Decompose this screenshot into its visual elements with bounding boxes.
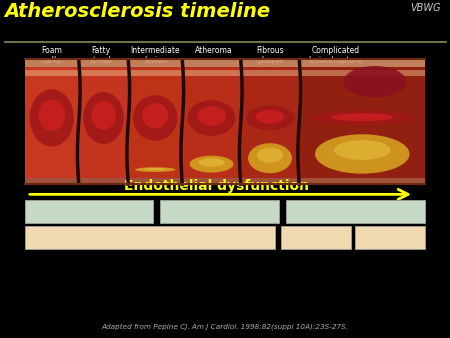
- Ellipse shape: [256, 110, 284, 123]
- Bar: [160, 200, 279, 223]
- Bar: [182, 67, 241, 178]
- Text: Growth mainly by lipid accumulation: Growth mainly by lipid accumulation: [67, 233, 233, 242]
- Ellipse shape: [198, 158, 225, 167]
- Bar: [286, 200, 425, 223]
- Bar: [25, 59, 425, 184]
- Text: Intermediate
lesion: Intermediate lesion: [130, 46, 180, 65]
- Ellipse shape: [142, 103, 169, 128]
- Ellipse shape: [83, 92, 124, 144]
- Ellipse shape: [248, 143, 292, 173]
- Text: Complicated
lesion/rupture: Complicated lesion/rupture: [308, 46, 362, 65]
- Text: Atherosclerosis timeline: Atherosclerosis timeline: [4, 2, 270, 21]
- Bar: [299, 70, 425, 76]
- Bar: [182, 70, 241, 76]
- Text: From first decade: From first decade: [47, 207, 130, 216]
- Text: Smooth muscle
and collagen: Smooth muscle and collagen: [282, 227, 351, 247]
- Ellipse shape: [246, 105, 294, 130]
- Ellipse shape: [197, 106, 226, 126]
- Ellipse shape: [30, 89, 74, 147]
- Ellipse shape: [38, 99, 65, 131]
- Ellipse shape: [257, 148, 283, 163]
- Text: Fibrous
plaque: Fibrous plaque: [256, 46, 284, 65]
- Ellipse shape: [334, 140, 391, 160]
- Bar: [241, 70, 299, 76]
- Bar: [128, 67, 182, 178]
- Text: Adapted from Pepine CJ. Am J Cardiol. 1998;82(suppl 10A):23S-27S.: Adapted from Pepine CJ. Am J Cardiol. 19…: [102, 323, 348, 330]
- Bar: [25, 172, 425, 184]
- Bar: [25, 70, 79, 76]
- Bar: [25, 59, 425, 74]
- Bar: [25, 200, 153, 223]
- Ellipse shape: [343, 66, 406, 97]
- Bar: [281, 226, 351, 249]
- Ellipse shape: [188, 100, 235, 136]
- Ellipse shape: [135, 167, 176, 172]
- Text: From fourth decade: From fourth decade: [309, 207, 402, 216]
- Ellipse shape: [143, 168, 167, 170]
- Bar: [299, 67, 425, 178]
- Ellipse shape: [310, 111, 414, 125]
- Bar: [25, 226, 274, 249]
- Text: Endothelial dysfunction: Endothelial dysfunction: [123, 179, 309, 193]
- Bar: [241, 67, 299, 178]
- Ellipse shape: [331, 113, 393, 121]
- Bar: [79, 70, 128, 76]
- Bar: [25, 67, 79, 178]
- Text: From third decade: From third decade: [176, 207, 263, 216]
- Ellipse shape: [315, 134, 410, 174]
- Text: Fatty
streak: Fatty streak: [89, 46, 113, 65]
- Ellipse shape: [133, 95, 177, 141]
- Ellipse shape: [189, 156, 234, 172]
- Ellipse shape: [91, 101, 116, 130]
- Bar: [79, 67, 128, 178]
- Bar: [355, 226, 425, 249]
- Text: Foam
cells: Foam cells: [41, 46, 62, 65]
- Text: VBWG: VBWG: [410, 3, 441, 14]
- Bar: [128, 70, 182, 76]
- Text: Thrombosis,
hematoma: Thrombosis, hematoma: [362, 227, 418, 247]
- Text: Atheroma: Atheroma: [195, 46, 233, 55]
